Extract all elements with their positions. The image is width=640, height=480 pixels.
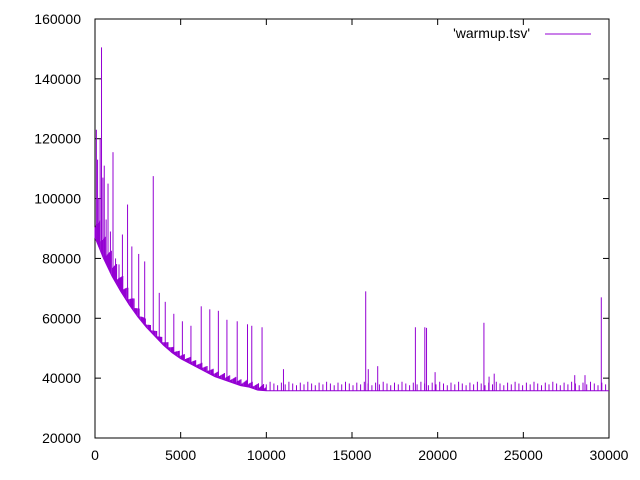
y-tick-label: 80000 — [42, 250, 81, 266]
y-tick-label: 40000 — [42, 370, 81, 386]
y-tick-label: 160000 — [34, 11, 81, 27]
x-axis: 0 5000 10000 15000 20000 25000 30000 — [91, 19, 629, 463]
y-tick-label: 120000 — [34, 131, 81, 147]
x-tick-label: 25000 — [504, 447, 543, 463]
series-layer — [94, 47, 609, 392]
y-tick-label: 140000 — [34, 71, 81, 87]
legend-label: 'warmup.tsv' — [453, 25, 530, 41]
series-band — [94, 220, 267, 391]
series-baseline — [94, 237, 609, 392]
x-tick-label: 20000 — [418, 447, 457, 463]
x-tick-label: 10000 — [247, 447, 286, 463]
series-steady-spikes — [265, 381, 607, 391]
x-tick-label: 30000 — [590, 447, 629, 463]
y-tick-label: 60000 — [42, 310, 81, 326]
x-tick-label: 15000 — [333, 447, 372, 463]
y-tick-label: 20000 — [42, 430, 81, 446]
x-tick-label: 0 — [91, 447, 99, 463]
plot-area — [94, 18, 610, 439]
y-tick-label: 100000 — [34, 191, 81, 207]
y-axis: 20000 40000 60000 80000 100000 120000 140000 16… — [34, 11, 609, 446]
legend: 'warmup.tsv' — [453, 25, 591, 41]
x-tick-label: 5000 — [165, 447, 196, 463]
